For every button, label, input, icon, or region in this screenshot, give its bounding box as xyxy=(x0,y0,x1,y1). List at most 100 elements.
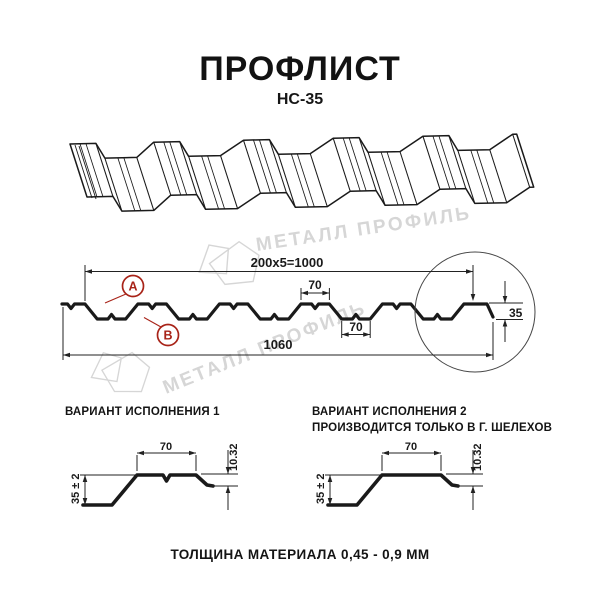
dimension-line xyxy=(348,137,367,191)
arrowhead xyxy=(301,290,308,296)
dimension-line xyxy=(342,137,361,192)
variant1-width-label: 70 xyxy=(160,441,172,453)
dimension-line xyxy=(143,317,162,328)
dimension-line xyxy=(253,139,271,194)
dimension-line xyxy=(104,293,127,304)
dimension-line xyxy=(422,136,441,190)
dimension-line xyxy=(79,143,98,197)
profile-edge-detail xyxy=(326,473,460,507)
dimension-line xyxy=(332,138,351,192)
profile-edge-detail xyxy=(81,473,215,507)
page-title: ПРОФЛИСТ xyxy=(199,50,401,88)
dimension-line xyxy=(259,139,277,193)
arrowhead xyxy=(137,450,144,456)
dimension-line xyxy=(399,151,418,205)
dimension-line xyxy=(136,157,155,211)
dimension-line xyxy=(179,141,198,195)
variant2-header: ВАРИАНТ ИСПОЛНЕНИЯ 2 ПРОИЗВОДИТСЯ ТОЛЬКО… xyxy=(312,404,552,436)
dimension-line xyxy=(438,135,457,189)
sheet-3d-view xyxy=(69,133,535,212)
variant1-height-label: 35 ± 2 xyxy=(70,473,82,504)
dim-overall-width-label: 1060 xyxy=(264,337,293,352)
arrowhead xyxy=(502,319,508,327)
dimension-line xyxy=(470,149,489,204)
dimension-line xyxy=(169,141,188,195)
dim-crest-top-label: 70 xyxy=(308,278,322,292)
variant1-drawing xyxy=(80,450,238,510)
arrowhead xyxy=(470,294,476,301)
thickness-note: ТОЛЩИНА МАТЕРИАЛА 0,45 - 0,9 ММ xyxy=(170,547,430,562)
dimension-line xyxy=(95,143,114,197)
arrowhead xyxy=(82,498,88,505)
watermark-logo-lower xyxy=(90,351,151,393)
dimension-line xyxy=(78,145,97,200)
watermark-logo-upper xyxy=(198,240,260,286)
dimension-line xyxy=(163,141,182,196)
dimension-line xyxy=(104,157,123,212)
dimension-line xyxy=(457,150,476,204)
arrowhead xyxy=(63,352,70,358)
logo-fold-shape xyxy=(101,351,151,393)
marker-b-circle xyxy=(156,323,180,347)
watermark-layer: МЕТАЛЛ ПРОФИЛЬ МЕТАЛЛ ПРОФИЛЬ xyxy=(90,203,473,399)
arrowhead xyxy=(225,486,231,493)
detail-circle xyxy=(414,251,536,373)
variant2-width-label: 70 xyxy=(405,441,417,453)
marker-b-label: B xyxy=(163,329,172,343)
arrowhead xyxy=(85,269,92,274)
arrowhead xyxy=(434,450,441,456)
profile-code: НС-35 xyxy=(276,91,324,108)
dimension-line xyxy=(380,151,399,206)
dimension-line xyxy=(290,153,309,208)
dimension-line xyxy=(123,157,142,211)
arrowhead xyxy=(327,498,333,505)
variant2-lip-label: 10.32 xyxy=(472,443,484,471)
dimension-line xyxy=(358,137,377,191)
arrowhead xyxy=(363,332,371,337)
marker-a-circle xyxy=(121,274,145,298)
arrowhead xyxy=(322,290,330,296)
dimension-line xyxy=(448,135,467,189)
dimension-line xyxy=(85,143,104,197)
dim-height-label: 35 xyxy=(509,306,523,320)
variant2-title: ВАРИАНТ ИСПОЛНЕНИЯ 2 xyxy=(312,406,467,418)
dimension-line xyxy=(512,134,531,188)
variant2-height-label: 35 ± 2 xyxy=(315,473,327,504)
dimension-line xyxy=(476,149,495,204)
arrowhead xyxy=(502,296,508,303)
sheet-silhouette xyxy=(69,133,535,212)
dimension-line xyxy=(207,155,225,210)
arrowhead xyxy=(470,486,476,493)
variant2-subtitle: ПРОИЗВОДИТСЯ ТОЛЬКО В Г. ШЕЛЕХОВ xyxy=(312,422,553,434)
dimension-line xyxy=(367,152,386,206)
dimension-line xyxy=(188,156,207,210)
arrowhead xyxy=(466,269,473,274)
variant2-drawing xyxy=(325,450,483,510)
dimension-line xyxy=(432,135,451,190)
marker-a-label: A xyxy=(128,280,137,294)
dimension-line xyxy=(386,151,405,206)
arrowhead xyxy=(486,352,493,358)
variant1-lip-label: 10.32 xyxy=(228,443,240,471)
dimension-line xyxy=(489,149,508,203)
dimension-line xyxy=(242,140,261,194)
watermark-text-upper: МЕТАЛЛ ПРОФИЛЬ xyxy=(255,203,473,256)
arrowhead xyxy=(189,450,196,456)
arrowhead xyxy=(327,475,333,482)
dim-module-label: 200x5=1000 xyxy=(251,255,324,270)
dimension-line xyxy=(296,153,315,208)
arrowhead xyxy=(470,467,476,474)
arrowhead xyxy=(82,475,88,482)
variant1-title: ВАРИАНТ ИСПОЛНЕНИЯ 1 xyxy=(65,406,220,418)
arrowhead xyxy=(382,450,389,456)
arrowhead xyxy=(225,467,231,474)
profile-cross-section xyxy=(60,302,495,321)
dimension-line xyxy=(220,155,239,209)
dim-trough-bottom-label: 70 xyxy=(349,320,363,334)
cross-section-drawing xyxy=(60,251,536,373)
dimension-line xyxy=(309,153,328,207)
dimension-line xyxy=(74,144,93,199)
dimension-line xyxy=(117,157,136,211)
